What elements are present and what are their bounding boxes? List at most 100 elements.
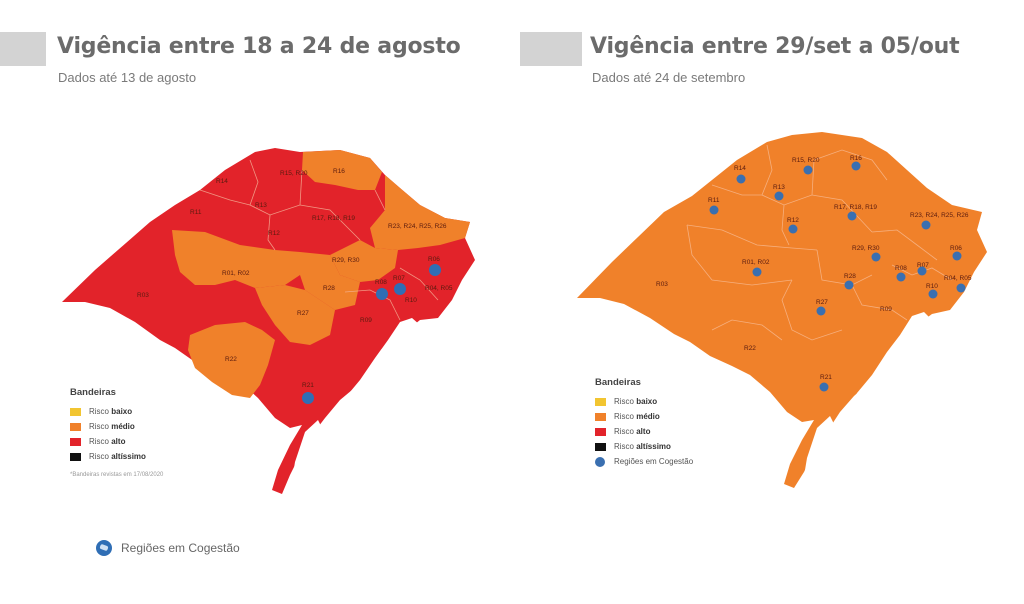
region-r22 [188,322,275,398]
cogestao-icon [429,264,441,276]
svg-text:R12: R12 [787,217,799,224]
legend-heading: Bandeiras [595,377,641,388]
svg-text:R13: R13 [773,184,785,191]
svg-text:R08: R08 [375,279,387,286]
svg-text:R23, R24, R25, R26: R23, R24, R25, R26 [910,212,969,219]
red-flag-icon [70,437,81,446]
svg-text:R11: R11 [708,197,720,204]
cogestao-icon [871,252,881,262]
cogestao-icon [819,382,829,392]
cogestao-label: Regiões em Cogestão [121,541,240,555]
cogestao-icon [376,288,388,300]
svg-text:R17, R18, R19: R17, R18, R19 [312,215,355,222]
black-flag-icon [70,452,81,461]
left-map-panel: Vigência entre 18 a 24 de agosto Dados a… [0,0,512,604]
svg-text:R11: R11 [190,209,202,216]
yellow-flag-icon [595,397,606,406]
cogestao-icon [774,191,784,201]
svg-text:R21: R21 [302,382,314,389]
svg-text:R07: R07 [393,275,405,282]
svg-text:R13: R13 [255,202,267,209]
svg-text:R21: R21 [820,374,832,381]
legend-item-alto: Risco alto [595,424,693,439]
svg-text:R08: R08 [895,265,907,272]
svg-text:R22: R22 [744,345,756,352]
legend-item-baixo: Risco baixo [70,404,163,419]
orange-flag-icon [70,422,81,431]
svg-text:R14: R14 [734,165,746,172]
cogestao-icon [952,251,962,261]
cogestao-icon [851,161,861,171]
region-r16 [302,150,382,190]
svg-text:R29, R30: R29, R30 [852,245,880,252]
cogestao-icon [803,165,813,175]
svg-text:R04, R05: R04, R05 [944,275,972,282]
title-accent-block [520,32,582,66]
legend-item-altissimo: Risco altíssimo [595,439,693,454]
legend: Bandeiras Risco baixo Risco médio Risco … [595,377,693,469]
cogestao-markers [302,264,441,404]
svg-text:R17, R18, R19: R17, R18, R19 [834,204,877,211]
svg-text:R04, R05: R04, R05 [425,285,453,292]
svg-text:R03: R03 [656,281,668,288]
cogestao-icon [844,280,854,290]
legend-item-alto: Risco alto [70,434,163,449]
map-subtitle: Dados até 24 de setembro [592,70,746,85]
black-flag-icon [595,442,606,451]
svg-text:R06: R06 [950,245,962,252]
svg-text:R27: R27 [297,310,309,317]
cogestao-icon [709,205,719,215]
legend-note: *Bandeiras revistas em 17/08/2020 [70,472,164,478]
svg-text:R03: R03 [137,292,149,299]
svg-text:R07: R07 [917,262,929,269]
legend-item-cogestao: Regiões em Cogestão [595,454,693,469]
state-outline [577,132,987,488]
red-flag-icon [595,427,606,436]
map-title: Vigência entre 29/set a 05/out [590,34,960,59]
map-subtitle: Dados até 13 de agosto [58,70,197,85]
region-r23-r26 [370,175,470,250]
rs-state-map: R15, R20 R16 R14 R13 R11 R12 R17, R18, R… [62,148,475,494]
svg-text:R22: R22 [225,356,237,363]
legend-item-medio: Risco médio [595,409,693,424]
legend-item-medio: Risco médio [70,419,163,434]
svg-text:R28: R28 [844,273,856,280]
map-title: Vigência entre 18 a 24 de agosto [57,34,461,59]
region-labels: R14 R15, R20 R16 R13 R11 R12 R17, R18, R… [656,155,972,381]
legend-item-altissimo: Risco altíssimo [70,449,163,464]
svg-text:R01, R02: R01, R02 [222,270,250,277]
title-accent-block [0,32,46,66]
cogestao-icon [302,392,314,404]
cogestao-icon [736,174,746,184]
cogestao-icon [921,220,931,230]
cogestao-icon [847,211,857,221]
rs-state-map: R14 R15, R20 R16 R13 R11 R12 R17, R18, R… [577,132,987,488]
svg-text:R14: R14 [216,178,228,185]
lagoa-dos-patos [850,312,932,410]
lagoa-mirim [804,416,834,476]
region-r29-r30 [330,240,398,282]
svg-text:R09: R09 [880,306,892,313]
svg-text:R29, R30: R29, R30 [332,257,360,264]
cogestao-icon [928,289,938,299]
cogestao-legend: Regiões em Cogestão [96,540,240,556]
svg-text:R01, R02: R01, R02 [742,259,770,266]
region-r01-r02 [172,230,300,288]
cogestao-markers [709,161,966,392]
svg-text:R16: R16 [333,168,345,175]
legend: Bandeiras Risco baixo Risco médio Risco … [70,387,163,478]
svg-text:R15, R20: R15, R20 [792,157,820,164]
svg-text:R15, R20: R15, R20 [280,170,308,177]
svg-text:R12: R12 [268,230,280,237]
svg-text:R23, R24, R25, R26: R23, R24, R25, R26 [388,223,447,230]
cogestao-icon [816,306,826,316]
svg-text:R27: R27 [816,299,828,306]
cogestao-icon [96,540,112,556]
cogestao-icon [896,272,906,282]
legend-item-baixo: Risco baixo [595,394,693,409]
right-map-panel: Vigência entre 29/set a 05/out Dados até… [512,0,1024,604]
svg-text:R10: R10 [926,283,938,290]
lagoa-mirim [292,420,322,480]
cogestao-icon [788,224,798,234]
region-r28 [300,252,360,310]
